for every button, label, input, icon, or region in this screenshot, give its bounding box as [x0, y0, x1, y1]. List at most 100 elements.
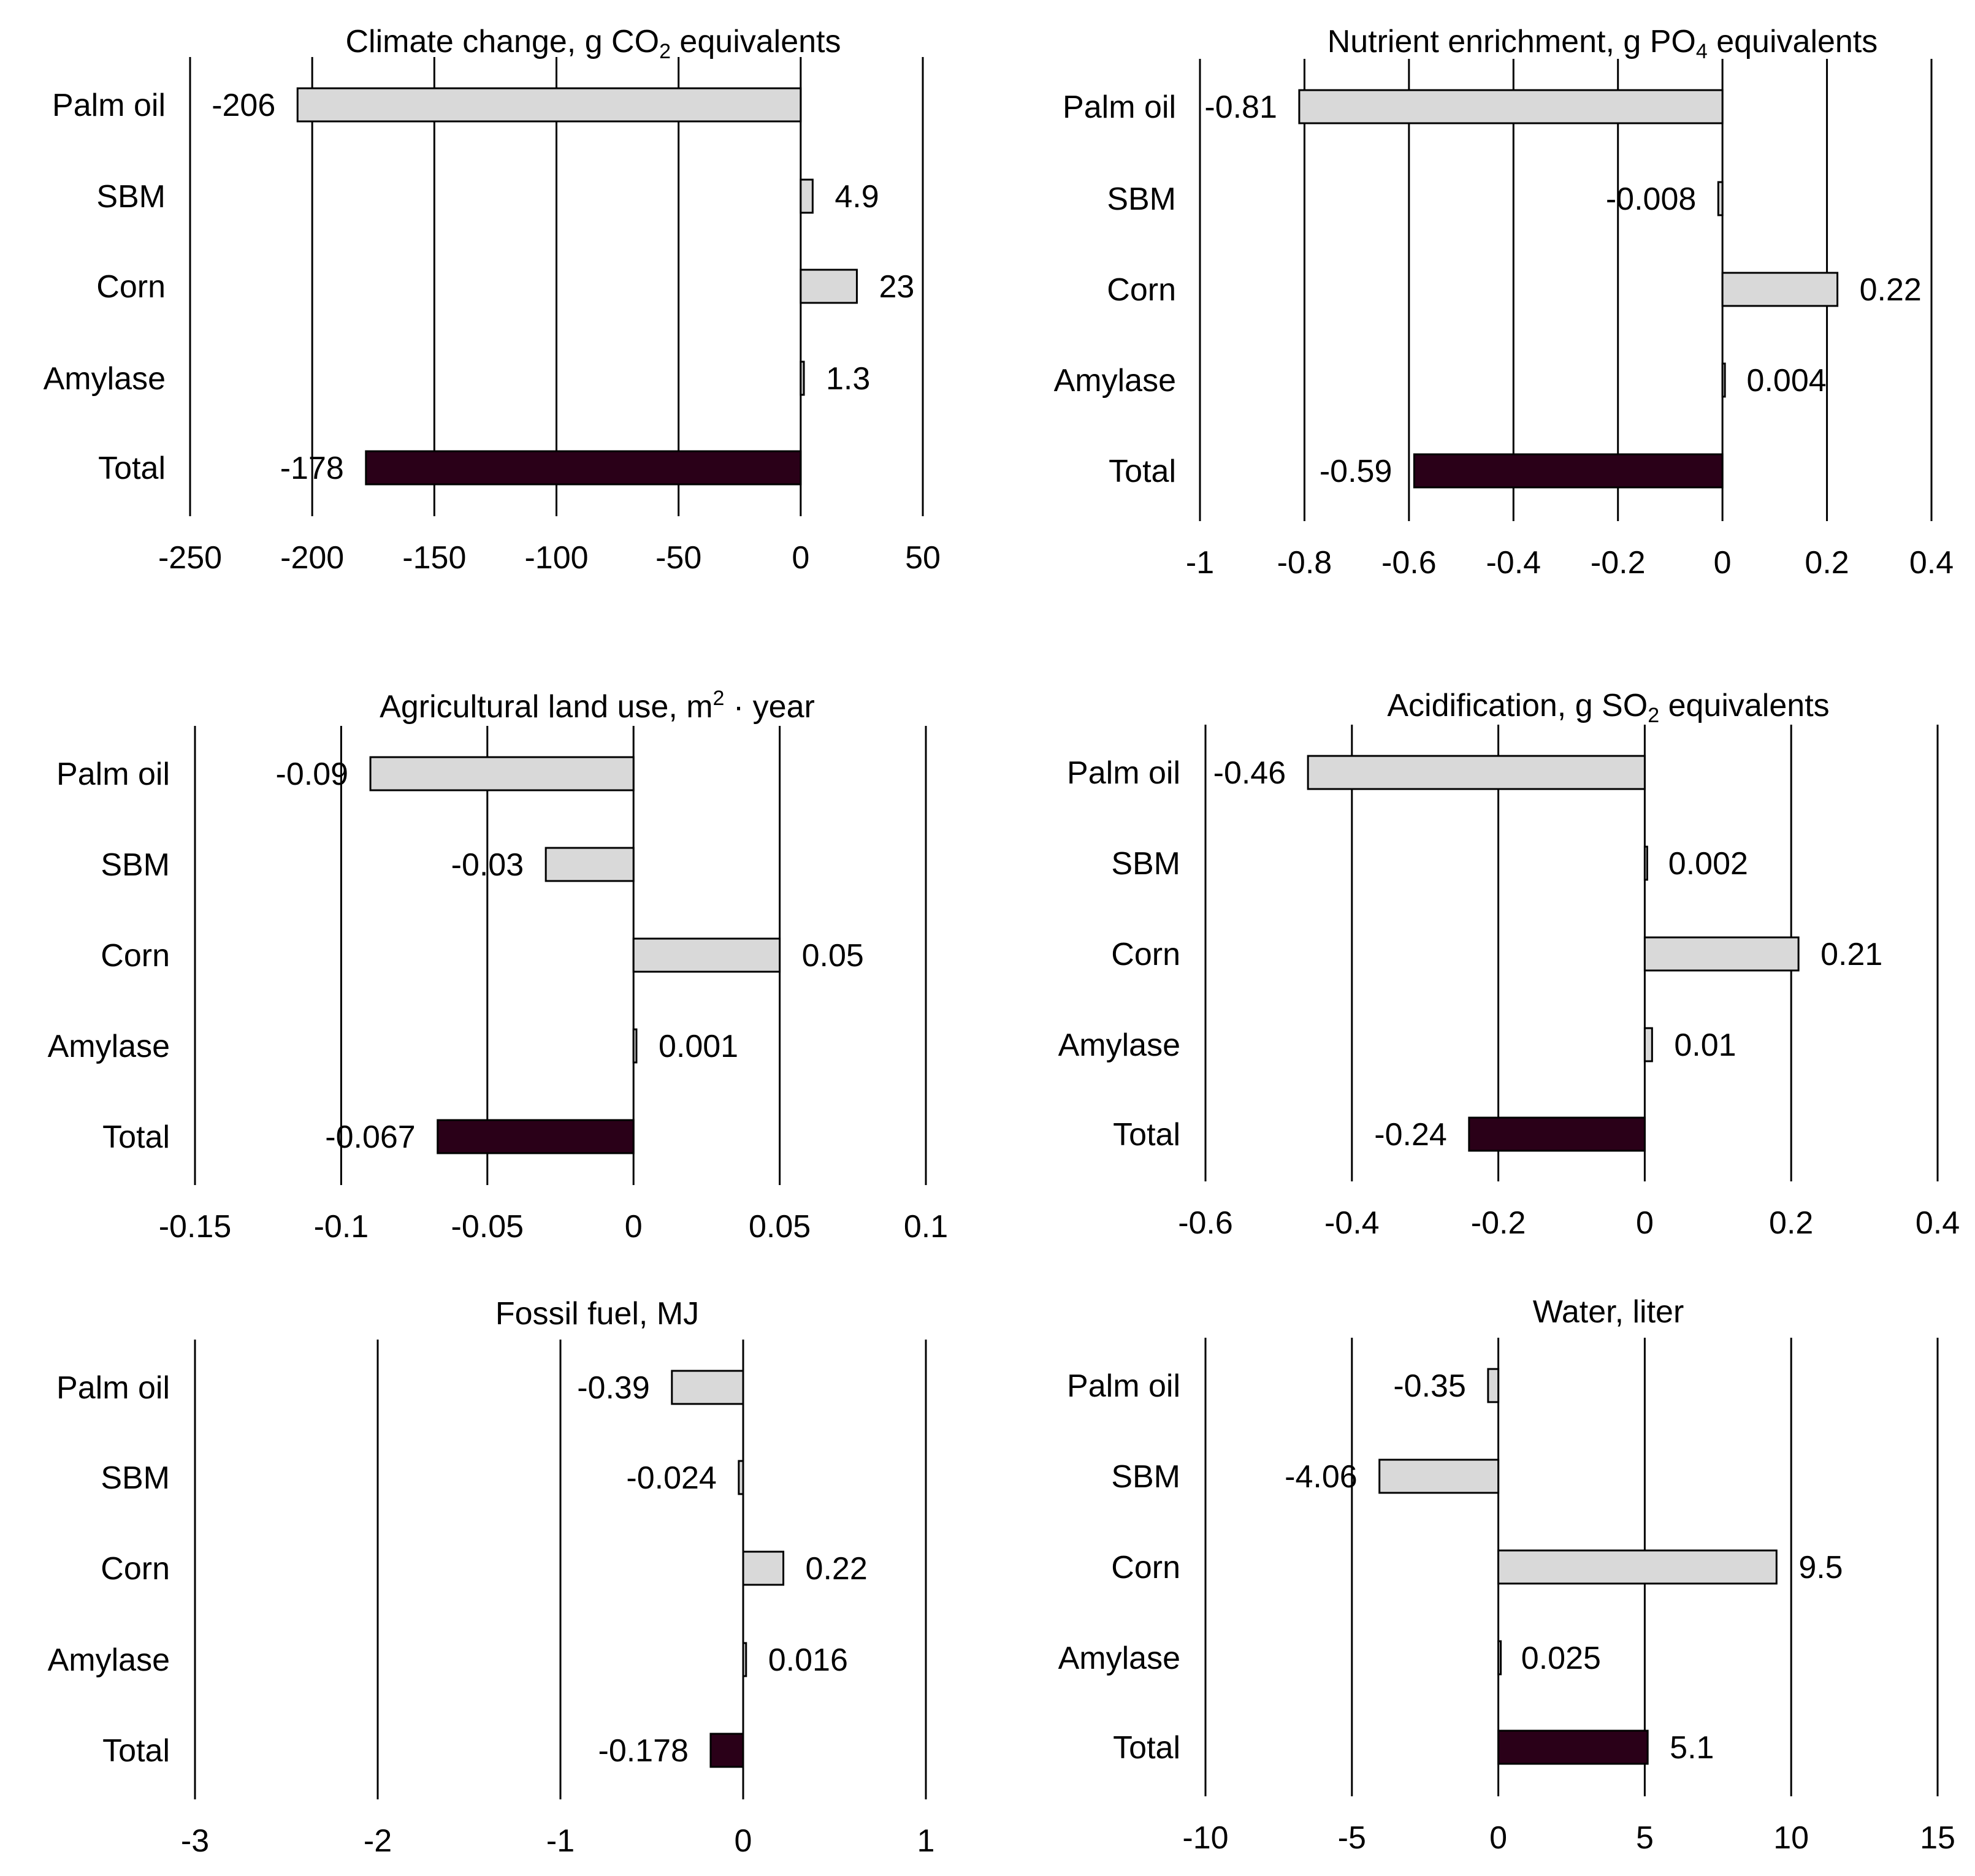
data-label: 9.5 [1798, 1550, 1843, 1585]
chart-title: Fossil fuel, MJ [495, 1296, 699, 1332]
bar-total [1413, 453, 1724, 489]
chart-title: Agricultural land use, m2 · year [380, 687, 815, 725]
category-label: Palm oil [1063, 90, 1176, 125]
category-label: Palm oil [1067, 1368, 1180, 1404]
data-label: -0.46 [1213, 755, 1286, 791]
category-label: Corn [96, 269, 166, 305]
category-label: Palm oil [52, 88, 166, 123]
bar-palm-oil [1298, 89, 1724, 124]
category-label: Total [1113, 1117, 1180, 1153]
category-label: Total [1113, 1730, 1180, 1766]
bar-corn [1497, 1549, 1778, 1585]
x-tick-label: 15 [1920, 1820, 1955, 1856]
chart-title: Nutrient enrichment, g PO4 equivalents [1327, 24, 1878, 63]
data-label: 0.004 [1747, 363, 1827, 398]
bar-corn [800, 269, 858, 304]
x-tick-label: 50 [905, 540, 941, 576]
x-tick-label: -200 [280, 540, 344, 576]
data-label: -0.03 [451, 847, 524, 883]
chart-panel-2: Nutrient enrichment, g PO4 equivalents -1… [1054, 24, 1954, 581]
chart-title: Climate change, g CO2 equivalents [345, 24, 841, 63]
x-tick-label: -5 [1338, 1820, 1366, 1856]
x-tick-label: -50 [655, 540, 701, 576]
x-tick-label: 10 [1773, 1820, 1809, 1856]
bar-corn [742, 1550, 785, 1586]
data-label: -0.59 [1320, 454, 1392, 489]
x-tick-label: 0.4 [1909, 545, 1954, 581]
category-label: Corn [1107, 272, 1176, 308]
data-label: 0.002 [1668, 846, 1748, 882]
x-tick-label: -150 [402, 540, 466, 576]
x-tick-label: 0 [1489, 1820, 1507, 1856]
category-label: Palm oil [1067, 755, 1180, 791]
data-label: -0.39 [577, 1370, 650, 1406]
data-label: 0.21 [1820, 937, 1882, 972]
category-label: SBM [1107, 181, 1176, 217]
bar-sbm [1717, 181, 1724, 216]
bar-total [709, 1733, 744, 1768]
x-tick-label: -10 [1182, 1820, 1228, 1856]
data-label: 0.05 [802, 938, 864, 974]
x-tick-label: 0 [792, 540, 809, 576]
x-tick-label: 0 [1714, 545, 1732, 581]
bar-palm-oil [1307, 755, 1646, 790]
category-label: Palm oil [56, 757, 170, 792]
category-label: Total [98, 451, 166, 486]
category-label: Corn [101, 938, 170, 974]
bar-corn [632, 937, 781, 973]
chart-panel-6: Water, liter -10 -5 0 5 10 15 Palm oil -0.35 SBM -… [1058, 1294, 1955, 1856]
data-label: -0.24 [1374, 1117, 1447, 1153]
x-tick-label: 0 [1636, 1205, 1654, 1241]
bar-amylase [632, 1028, 638, 1064]
bar-palm-oil [1487, 1368, 1500, 1403]
data-label: 4.9 [835, 179, 879, 215]
category-label: SBM [1111, 1459, 1180, 1495]
category-label: Amylase [44, 361, 166, 397]
bar-corn [1643, 936, 1800, 972]
x-tick-label: -0.1 [314, 1209, 369, 1245]
bar-amylase [1497, 1640, 1502, 1676]
bar-corn [1721, 272, 1839, 307]
bar-palm-oil [671, 1370, 744, 1405]
data-label: 0.025 [1521, 1641, 1601, 1676]
data-label: -206 [212, 88, 275, 123]
bar-total [365, 450, 802, 486]
bar-sbm [1643, 845, 1648, 881]
category-label: SBM [1111, 846, 1180, 882]
bar-sbm [1378, 1458, 1500, 1494]
x-tick-label: 0 [735, 1823, 752, 1859]
bar-sbm [800, 178, 814, 214]
category-label: SBM [101, 1460, 170, 1496]
data-label: 0.016 [768, 1642, 848, 1678]
x-tick-label: 0 [625, 1209, 643, 1245]
chart-title: Acidification, g SO2 equivalents [1387, 688, 1829, 727]
category-label: Total [1109, 454, 1176, 489]
category-label: SBM [96, 179, 166, 215]
bar-sbm [544, 847, 635, 882]
bar-amylase [800, 360, 805, 396]
data-label: 1.3 [826, 361, 870, 397]
x-tick-label: -1 [1186, 545, 1214, 581]
data-label: 0.22 [1860, 272, 1922, 308]
x-tick-label: 0.1 [904, 1209, 948, 1245]
x-tick-label: -100 [524, 540, 588, 576]
bar-amylase [1643, 1027, 1653, 1062]
x-tick-label: -0.6 [1178, 1205, 1233, 1241]
data-label: -4.06 [1285, 1459, 1358, 1495]
x-tick-label: -0.4 [1324, 1205, 1380, 1241]
data-label: -0.35 [1393, 1368, 1466, 1404]
data-label: 0.001 [659, 1029, 738, 1064]
x-tick-label: -250 [158, 540, 222, 576]
data-label: -0.09 [276, 757, 349, 792]
chart-title: Water, liter [1533, 1294, 1684, 1330]
chart-panel-1: Climate change, g CO2 equivalents -250 -20… [44, 24, 941, 576]
x-tick-label: 1 [917, 1823, 935, 1859]
bar-sbm [738, 1460, 744, 1495]
category-label: Corn [1111, 937, 1180, 972]
bar-amylase [742, 1642, 747, 1677]
data-label: -178 [280, 451, 344, 486]
x-tick-label: -3 [181, 1823, 209, 1859]
data-label: -0.067 [325, 1119, 415, 1155]
x-tick-label: 0.2 [1805, 545, 1849, 581]
bar-palm-oil [369, 756, 635, 791]
